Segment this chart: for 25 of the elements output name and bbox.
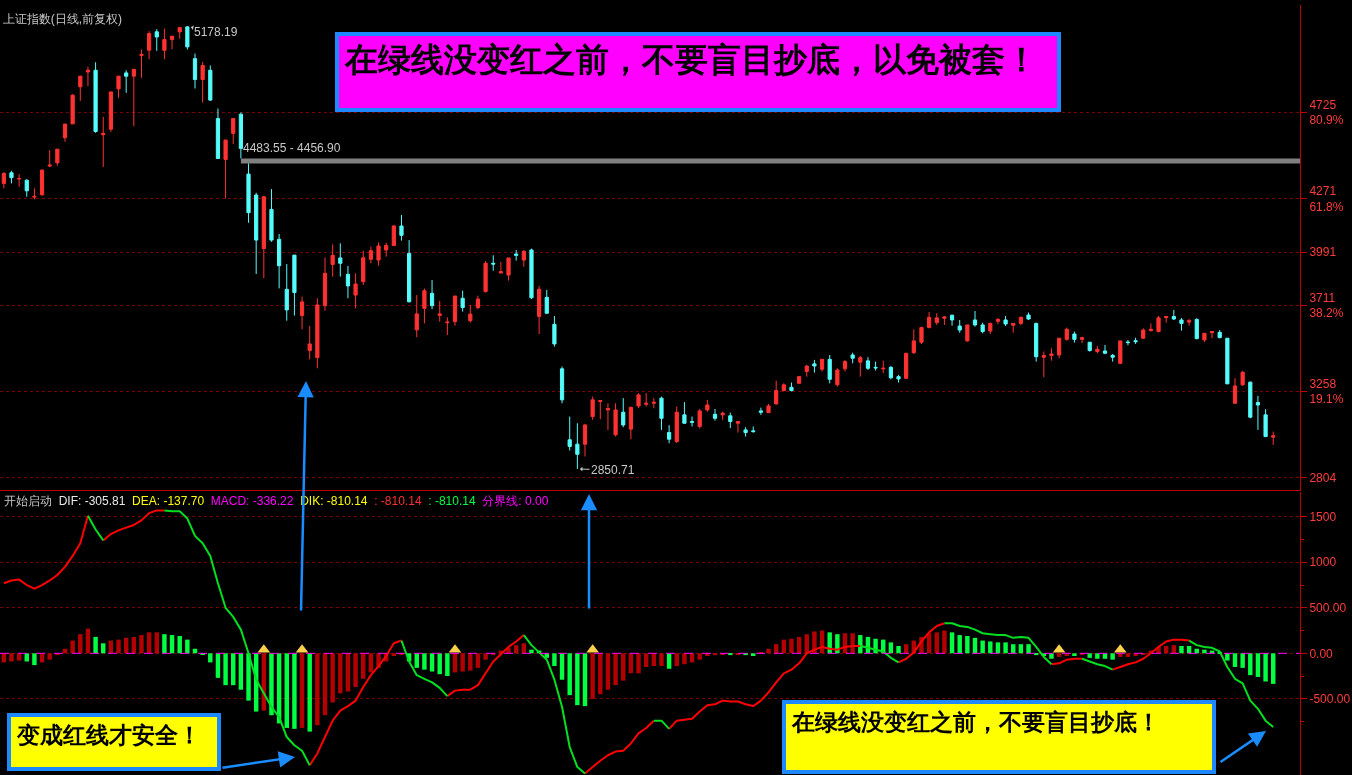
y-tick-label: 4725 80.9% [1309, 97, 1344, 128]
annotation: 在绿线没变红之前，不要盲目抄底！ [791, 709, 1160, 735]
y-tick-label: -500.00 [1309, 692, 1351, 707]
annotation: 变成红线才安全！ [16, 722, 201, 748]
annotation: DEA: -137.70 [132, 494, 205, 508]
y-tick-label: 3711 38.2% [1309, 290, 1344, 321]
y-tick-label: 3258 19.1% [1309, 376, 1344, 407]
annotation: : -810.14 [374, 494, 422, 508]
y-tick-label: 2804 [1309, 471, 1337, 486]
y-tick-label: 1000 [1309, 555, 1337, 570]
annotation: 分界线: 0.00 [482, 494, 549, 508]
y-tick-label: 3991 [1309, 245, 1337, 260]
annotation: 5178.19 [194, 25, 238, 39]
text: 上证指数(日线,前复权) [2, 12, 123, 27]
annotation: MACD: -336.22 [210, 494, 294, 508]
annotation: 在绿线没变红之前，不要盲目抄底，以免被套！ [344, 41, 1038, 78]
annotation: 开始启动 [4, 494, 52, 508]
annotation: DIF: -305.81 [58, 494, 126, 508]
annotation: : -810.14 [428, 494, 476, 508]
y-tick-label: 1500 [1309, 509, 1337, 524]
band-label: 4483.55 - 4456.90 [243, 141, 341, 155]
y-tick-label: 0.00 [1309, 646, 1334, 661]
y-tick-label: 4271 61.8% [1309, 184, 1344, 214]
annotation: 2850.71 [591, 463, 635, 477]
y-tick-label: 500.00 [1309, 600, 1347, 615]
